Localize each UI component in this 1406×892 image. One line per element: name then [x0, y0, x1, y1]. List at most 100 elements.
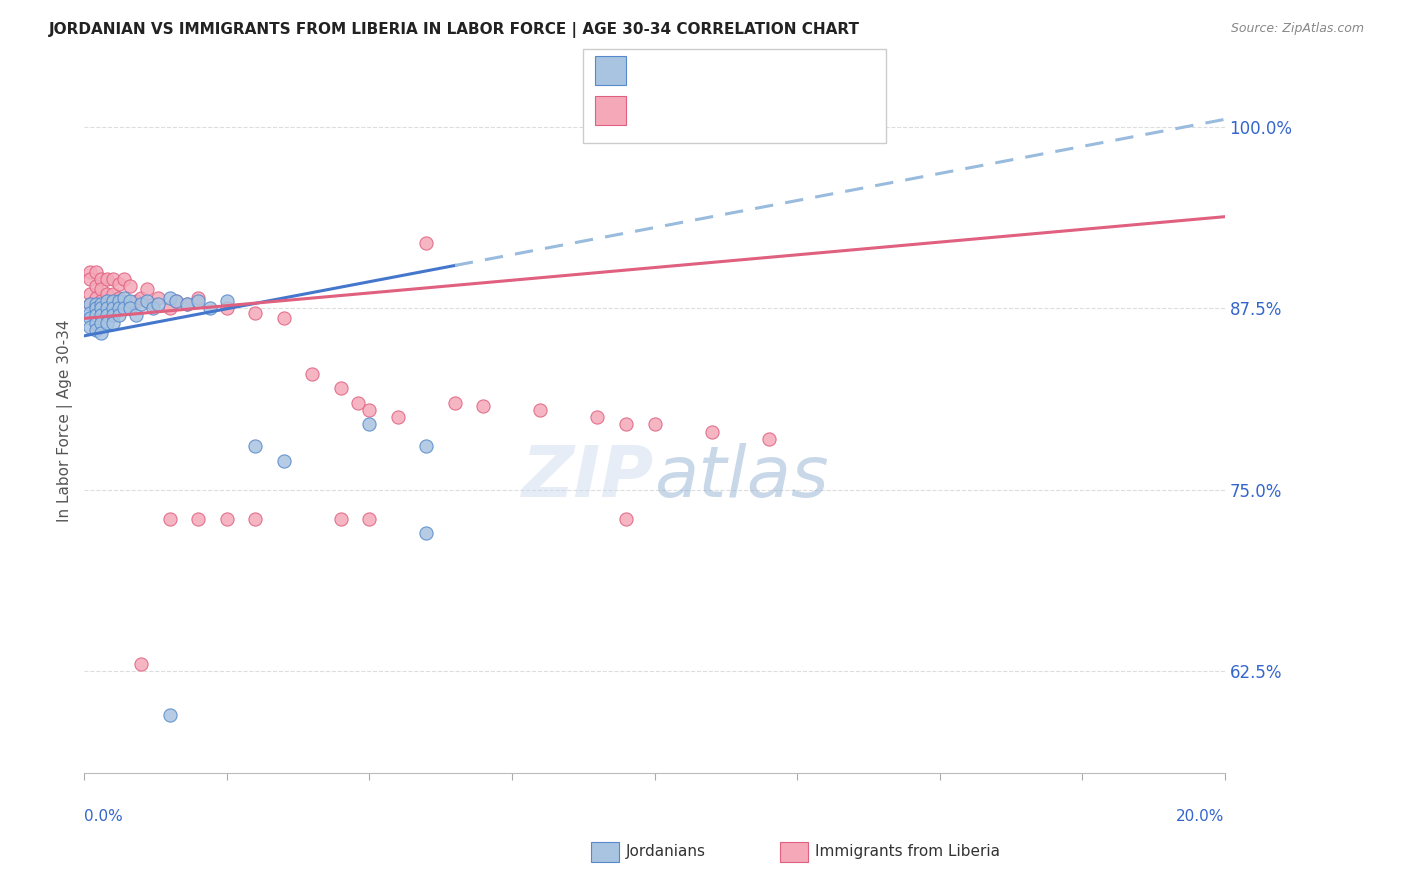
Point	[84, 309, 107, 323]
Text: Jordanians: Jordanians	[626, 845, 706, 859]
Point	[90, 301, 112, 316]
Point	[79, 320, 101, 334]
Text: Source: ZipAtlas.com: Source: ZipAtlas.com	[1230, 22, 1364, 36]
Point	[101, 286, 124, 301]
Point	[84, 297, 107, 311]
Text: ZIP: ZIP	[522, 442, 655, 512]
Point	[329, 381, 352, 395]
Text: 0.0%: 0.0%	[84, 809, 124, 824]
Point	[107, 309, 129, 323]
Point	[112, 297, 135, 311]
Point	[90, 282, 112, 296]
Point	[84, 311, 107, 326]
Point	[359, 512, 381, 526]
Text: R = 0.155    N = 63: R = 0.155 N = 63	[636, 101, 811, 119]
Point	[101, 309, 124, 323]
Point	[586, 410, 609, 425]
Point	[415, 526, 437, 541]
Point	[198, 301, 221, 316]
Point	[79, 305, 101, 319]
Point	[96, 297, 118, 311]
Point	[301, 367, 323, 381]
Point	[79, 297, 101, 311]
Point	[187, 291, 209, 305]
Point	[118, 301, 141, 316]
Point	[112, 301, 135, 316]
Point	[159, 512, 181, 526]
Point	[90, 309, 112, 323]
Point	[84, 323, 107, 337]
Point	[90, 311, 112, 326]
Point	[84, 301, 107, 316]
Point	[79, 297, 101, 311]
Point	[107, 301, 129, 316]
Point	[118, 279, 141, 293]
Point	[84, 265, 107, 279]
Point	[472, 399, 495, 413]
Point	[614, 512, 637, 526]
Point	[131, 291, 153, 305]
Point	[165, 293, 187, 308]
Point	[159, 301, 181, 316]
Point	[107, 301, 129, 316]
Point	[131, 297, 153, 311]
Point	[758, 432, 780, 446]
Point	[415, 235, 437, 250]
Point	[90, 297, 112, 311]
Point	[79, 272, 101, 286]
Point	[101, 297, 124, 311]
Point	[107, 293, 129, 308]
Point	[101, 272, 124, 286]
Point	[644, 417, 666, 432]
Point	[101, 316, 124, 330]
Point	[84, 301, 107, 316]
Point	[142, 297, 165, 311]
Point	[112, 291, 135, 305]
Point	[90, 272, 112, 286]
Point	[101, 301, 124, 316]
Y-axis label: In Labor Force | Age 30-34: In Labor Force | Age 30-34	[58, 319, 73, 522]
Point	[329, 512, 352, 526]
Point	[176, 297, 198, 311]
Point	[359, 403, 381, 417]
Point	[79, 265, 101, 279]
Point	[84, 279, 107, 293]
Point	[107, 277, 129, 291]
Point	[187, 293, 209, 308]
Point	[101, 293, 124, 308]
Point	[148, 291, 170, 305]
Point	[107, 291, 129, 305]
Point	[124, 309, 146, 323]
Text: Immigrants from Liberia: Immigrants from Liberia	[815, 845, 1001, 859]
Point	[96, 309, 118, 323]
Point	[187, 512, 209, 526]
Point	[90, 326, 112, 340]
Point	[176, 297, 198, 311]
Point	[90, 293, 112, 308]
Point	[614, 417, 637, 432]
Point	[96, 293, 118, 308]
Point	[136, 293, 159, 308]
Point	[96, 301, 118, 316]
Point	[165, 293, 187, 308]
Point	[142, 301, 165, 316]
Point	[118, 293, 141, 308]
Point	[96, 316, 118, 330]
Text: atlas: atlas	[655, 442, 830, 512]
Point	[101, 309, 124, 323]
Point	[136, 282, 159, 296]
Point	[118, 301, 141, 316]
Point	[215, 512, 238, 526]
Point	[131, 657, 153, 672]
Point	[245, 512, 267, 526]
Text: 20.0%: 20.0%	[1177, 809, 1225, 824]
Point	[159, 291, 181, 305]
Point	[84, 316, 107, 330]
Point	[359, 417, 381, 432]
Point	[700, 425, 723, 439]
Text: R = 0.211    N = 46: R = 0.211 N = 46	[636, 61, 811, 78]
Point	[79, 311, 101, 326]
Point	[112, 272, 135, 286]
Point	[148, 297, 170, 311]
Point	[96, 272, 118, 286]
